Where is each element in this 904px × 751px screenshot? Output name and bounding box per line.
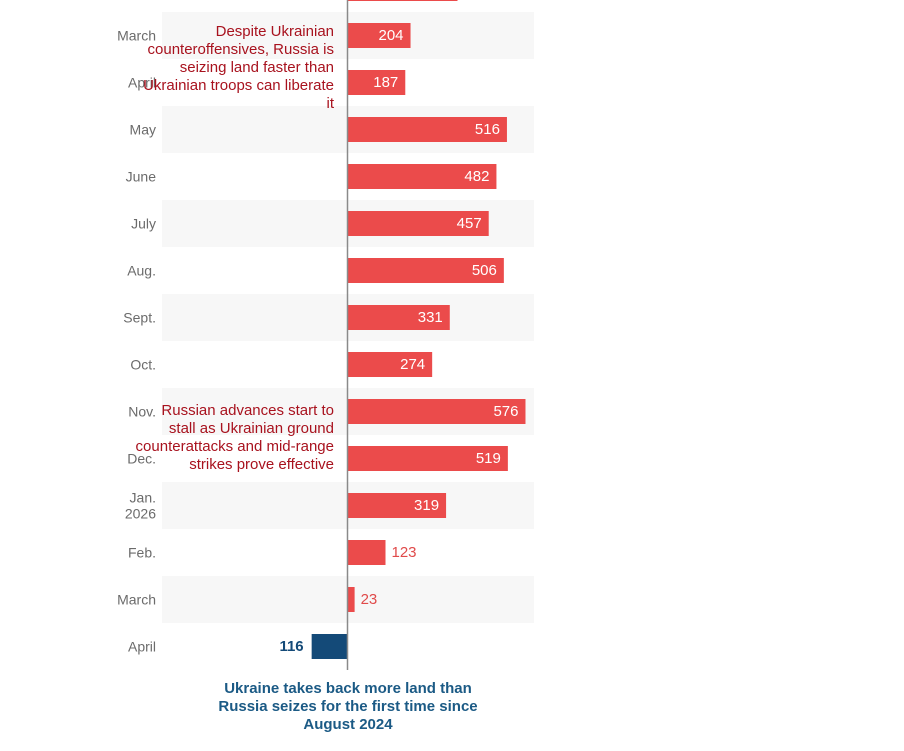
data-label: 482 <box>464 168 489 185</box>
tick-label: Nov. <box>128 404 156 420</box>
bar <box>347 540 386 565</box>
tick-label: Oct. <box>130 357 156 373</box>
bar-cropped-previous-month <box>347 0 458 1</box>
bar <box>347 211 489 236</box>
data-label: 331 <box>418 309 443 326</box>
bar <box>347 23 411 48</box>
tick-label: March <box>117 592 156 608</box>
tick-label: Jan. 2026 <box>125 490 156 522</box>
annotation-russia-seizing: Despite Ukrainian counteroffensives, Rus… <box>143 23 334 112</box>
data-label: 23 <box>361 591 378 608</box>
tick-label: June <box>126 169 157 185</box>
bar <box>347 446 508 471</box>
tick-label: March <box>117 28 156 44</box>
tick-label: May <box>130 122 156 138</box>
data-label: 204 <box>379 27 404 44</box>
bar <box>347 399 526 424</box>
data-label: 123 <box>392 544 417 561</box>
tick-label: July <box>131 216 156 232</box>
tick-label: April <box>128 75 156 91</box>
data-label: 516 <box>475 121 500 138</box>
bar <box>347 117 507 142</box>
data-label: 319 <box>414 497 439 514</box>
bar <box>347 70 406 95</box>
bar <box>347 587 355 612</box>
tick-label: Feb. <box>128 545 156 561</box>
annotation-ukraine-takes-back: Ukraine takes back more land than Russia… <box>218 680 478 733</box>
tick-label: Aug. <box>127 263 156 279</box>
data-label: 274 <box>400 356 425 373</box>
data-label: 457 <box>457 215 482 232</box>
tick-label: Dec. <box>127 451 156 467</box>
tick-label: Sept. <box>123 310 156 326</box>
data-label: 576 <box>493 403 518 420</box>
bar <box>311 634 348 659</box>
bar <box>347 164 497 189</box>
bar <box>347 258 504 283</box>
bar <box>347 493 447 518</box>
data-label: 187 <box>373 74 398 91</box>
tick-label: April <box>128 639 156 655</box>
bar <box>347 305 450 330</box>
data-label: 519 <box>476 450 501 467</box>
data-label: 116 <box>279 638 303 655</box>
bar <box>347 352 433 377</box>
annotation-advances-stall: Russian advances start to stall as Ukrai… <box>135 402 334 473</box>
data-label: 506 <box>472 262 497 279</box>
